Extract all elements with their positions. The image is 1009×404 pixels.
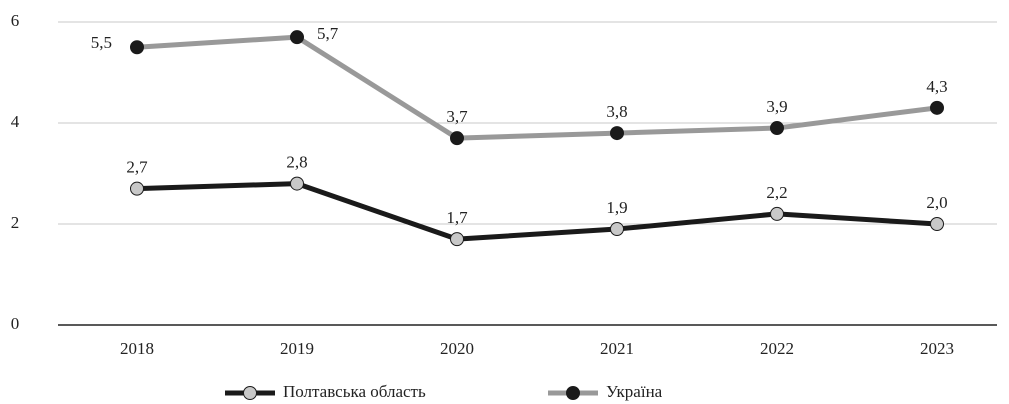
series-line	[136, 34, 938, 141]
data-label: 1,9	[606, 198, 627, 217]
point	[610, 126, 624, 141]
data-label: 5,5	[91, 33, 112, 52]
point	[290, 30, 304, 45]
point	[130, 181, 144, 196]
point	[450, 131, 464, 146]
data-label: 2,7	[126, 158, 148, 177]
point	[930, 100, 944, 115]
data-label: 5,7	[317, 24, 339, 43]
data-label: 4,3	[926, 77, 947, 96]
point	[770, 206, 784, 221]
point	[130, 40, 144, 55]
data-label: 2,0	[926, 193, 947, 212]
y-tick-label: 2	[11, 213, 20, 232]
point	[290, 176, 304, 191]
data-label: 2,2	[766, 183, 787, 202]
y-tick-label: 6	[11, 11, 20, 30]
point	[450, 232, 464, 247]
x-tick-label: 2021	[600, 339, 634, 358]
point	[610, 222, 624, 237]
point	[930, 217, 944, 231]
y-tick-label: 0	[11, 314, 20, 333]
legend-label: Полтавська область	[283, 382, 426, 401]
data-label: 3,7	[446, 107, 468, 126]
data-label: 3,9	[766, 97, 787, 116]
series-line	[136, 181, 938, 242]
x-tick-label: 2020	[440, 339, 474, 358]
data-label: 3,8	[606, 102, 627, 121]
y-tick-label: 4	[11, 112, 20, 131]
legend-label: Україна	[606, 382, 663, 401]
legend-marker	[243, 386, 257, 400]
x-tick-label: 2023	[920, 339, 954, 358]
x-tick-label: 2019	[280, 339, 314, 358]
legend-marker	[566, 386, 580, 400]
x-tick-label: 2018	[120, 339, 154, 358]
data-label: 1,7	[446, 208, 468, 227]
x-tick-label: 2022	[760, 339, 794, 358]
data-label: 2,8	[286, 153, 307, 172]
point	[770, 121, 784, 136]
